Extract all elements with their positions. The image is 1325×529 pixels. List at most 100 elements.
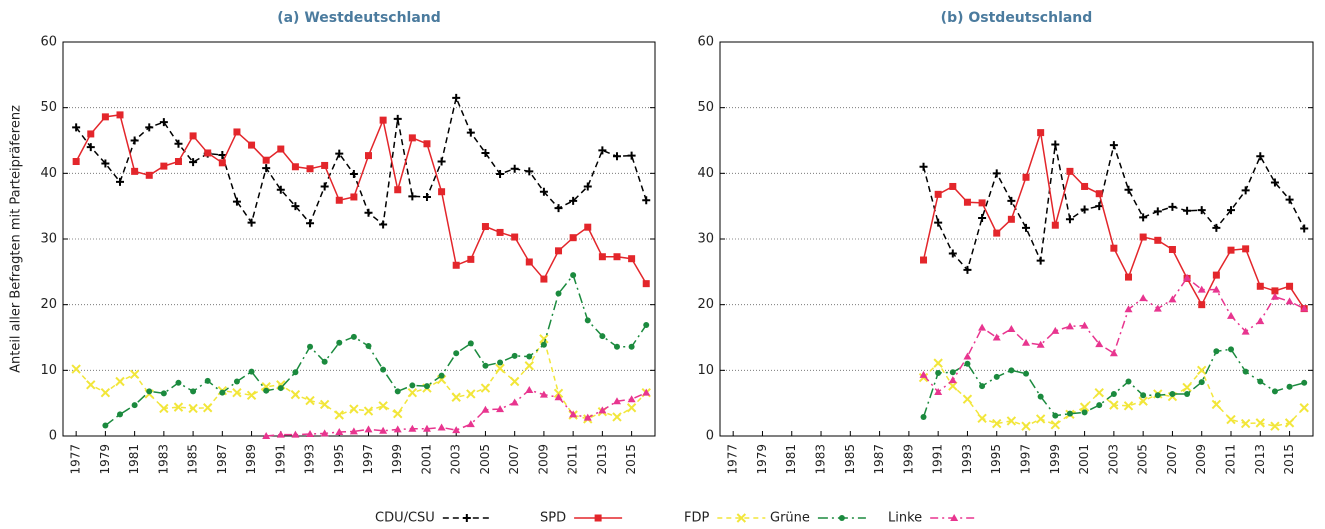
marker: [1213, 348, 1220, 355]
marker: [336, 339, 343, 346]
marker: [248, 368, 255, 375]
plot-frame: [719, 41, 1314, 437]
marker: [306, 219, 315, 228]
marker: [349, 169, 358, 178]
marker: [1270, 292, 1279, 300]
marker: [131, 167, 139, 175]
marker: [408, 134, 416, 142]
x-tick-label: 2015: [624, 444, 638, 475]
marker: [146, 388, 153, 395]
y-tick-label: 0: [706, 429, 714, 444]
marker: [1301, 379, 1308, 386]
marker: [1021, 421, 1031, 431]
marker: [71, 364, 81, 374]
marker: [394, 388, 401, 395]
x-tick-label: 1995: [989, 444, 1003, 475]
marker: [1094, 387, 1104, 398]
marker: [626, 403, 637, 413]
marker: [1007, 196, 1016, 205]
x-tick-label: 2011: [1224, 444, 1238, 475]
y-tick-label: 50: [697, 100, 714, 115]
marker: [86, 143, 95, 152]
marker: [131, 402, 138, 409]
marker: [102, 422, 109, 429]
x-tick-label: 2009: [536, 444, 550, 475]
marker: [262, 164, 271, 173]
marker: [218, 150, 227, 159]
marker: [335, 149, 344, 158]
x-tick-label: 2003: [449, 444, 463, 475]
marker: [949, 369, 956, 376]
x-tick-label: 2001: [1077, 444, 1091, 475]
marker: [1271, 287, 1279, 295]
x-tick-label: 1985: [843, 444, 857, 475]
marker: [1240, 418, 1251, 429]
x-tick-label: 1991: [273, 444, 287, 475]
marker: [101, 113, 109, 121]
legend-label: SPD: [540, 511, 566, 526]
marker: [379, 116, 387, 124]
marker: [452, 426, 461, 434]
marker: [190, 388, 197, 395]
marker: [466, 420, 475, 428]
marker: [349, 404, 359, 414]
marker: [497, 359, 504, 366]
marker: [1007, 324, 1016, 332]
marker: [1153, 304, 1162, 312]
marker: [1095, 340, 1104, 348]
marker: [1226, 414, 1236, 425]
marker: [525, 386, 534, 394]
marker: [993, 373, 1000, 380]
marker: [1065, 215, 1074, 224]
marker: [599, 333, 606, 340]
marker: [1037, 129, 1045, 137]
y-tick-label: 20: [697, 297, 714, 312]
marker: [919, 370, 928, 378]
y-tick-label: 40: [697, 166, 714, 181]
marker: [1139, 213, 1148, 222]
marker: [963, 352, 972, 360]
marker: [1286, 383, 1293, 390]
series-line: [922, 276, 1305, 394]
marker: [964, 360, 971, 367]
x-tick-label: 2009: [1194, 444, 1208, 475]
marker: [496, 228, 504, 236]
legend-label: CDU/CSU: [375, 511, 435, 526]
marker: [1096, 402, 1103, 409]
marker: [1184, 390, 1191, 397]
marker: [349, 427, 358, 435]
marker: [320, 429, 329, 437]
marker: [467, 340, 474, 347]
marker: [1051, 221, 1059, 229]
y-tick-label: 30: [697, 232, 714, 247]
marker: [963, 198, 971, 206]
marker: [526, 353, 533, 360]
marker: [466, 389, 476, 399]
marker: [335, 428, 344, 436]
x-tick-label: 1993: [960, 444, 974, 475]
marker: [1255, 418, 1265, 428]
marker: [554, 204, 563, 213]
x-tick-label: 2011: [566, 444, 580, 475]
marker: [378, 401, 388, 411]
marker: [612, 412, 622, 422]
marker: [934, 218, 943, 227]
marker: [263, 387, 270, 394]
x-tick-label: 2007: [1165, 444, 1179, 475]
x-tick-label: 1991: [931, 444, 945, 475]
marker: [525, 258, 533, 266]
marker: [1284, 418, 1295, 428]
marker: [569, 196, 578, 205]
marker: [555, 247, 563, 255]
marker: [174, 158, 182, 166]
marker: [408, 424, 417, 432]
marker: [350, 333, 357, 340]
marker: [510, 398, 519, 406]
marker: [920, 256, 928, 264]
marker: [1079, 402, 1090, 412]
marker: [422, 424, 431, 432]
x-tick-label: 1999: [390, 444, 404, 475]
marker: [1168, 295, 1177, 303]
marker: [335, 196, 343, 204]
y-tick-label: 10: [697, 363, 714, 378]
